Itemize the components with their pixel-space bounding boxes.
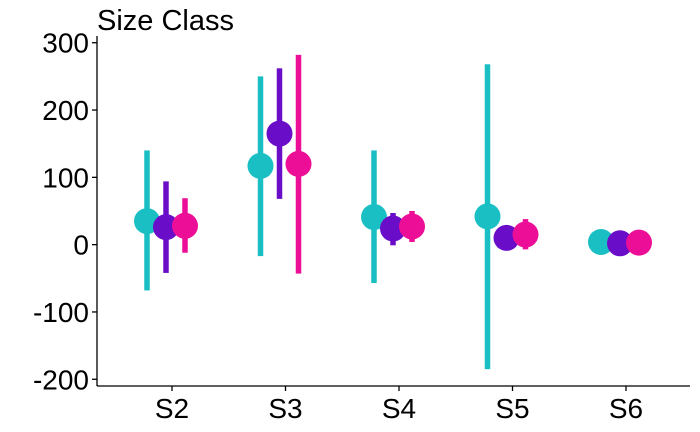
y-tick-label: 100 — [42, 162, 89, 193]
x-tick-label: S4 — [382, 393, 416, 424]
series-2 — [153, 68, 633, 273]
point-s2 — [172, 212, 198, 239]
x-axis: S2 S3 S4 S5 S6 — [97, 385, 690, 424]
y-tick-label: 0 — [73, 230, 89, 261]
y-tick-label: 200 — [42, 95, 89, 126]
point-s6 — [626, 229, 652, 256]
y-tick-label: -100 — [33, 297, 89, 328]
x-tick-label: S2 — [155, 393, 189, 424]
point-s2 — [153, 214, 179, 241]
point-s4 — [380, 215, 406, 242]
point-s5 — [474, 203, 501, 230]
series-1 — [134, 64, 614, 370]
point-s3 — [247, 152, 274, 179]
x-tick-label: S3 — [268, 393, 302, 424]
point-s6 — [607, 230, 633, 257]
chart-marks — [134, 54, 652, 370]
point-s5 — [512, 221, 539, 248]
y-axis: -200 -100 0 100 200 300 — [33, 28, 98, 395]
x-tick-label: S5 — [495, 393, 529, 424]
y-tick-label: -200 — [33, 364, 89, 395]
point-s4 — [399, 213, 425, 240]
point-s3 — [285, 150, 312, 177]
y-tick-label: 300 — [42, 28, 89, 59]
x-tick-label: S6 — [609, 393, 643, 424]
chart-title: Size Class — [97, 5, 234, 37]
point-s3 — [266, 120, 293, 147]
point-s4 — [361, 204, 387, 231]
point-s6 — [588, 228, 614, 255]
series-3 — [172, 54, 652, 274]
